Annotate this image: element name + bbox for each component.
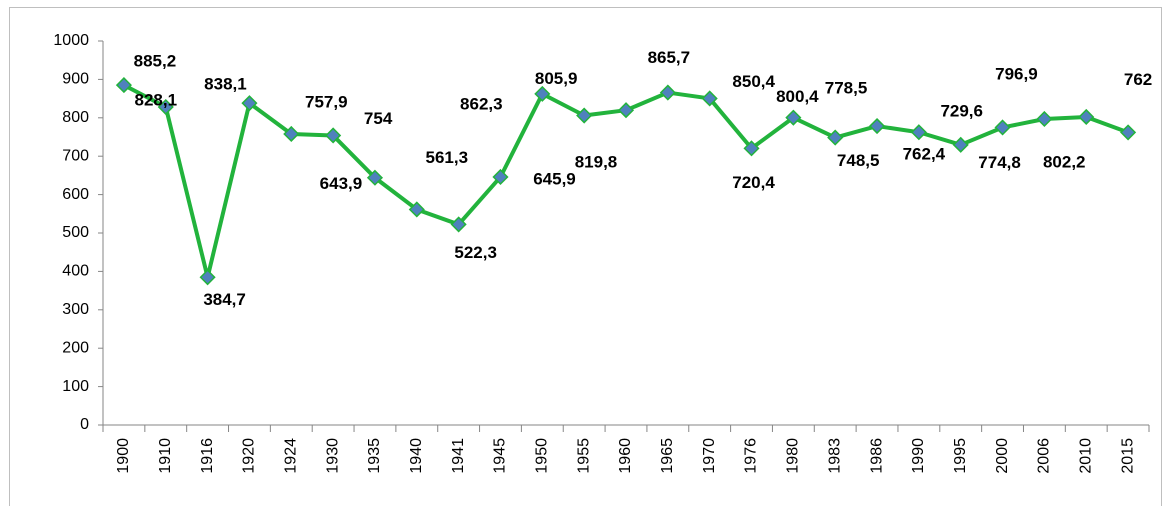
- marker: [994, 119, 1011, 136]
- data-label: 754: [364, 109, 393, 128]
- marker: [450, 216, 467, 233]
- y-tick-label: 600: [62, 186, 89, 203]
- y-tick-label: 0: [80, 416, 89, 433]
- x-tick-label: 1940: [408, 438, 425, 474]
- data-label: 720,4: [732, 173, 775, 192]
- x-tick-label: 1930: [324, 438, 341, 474]
- marker: [283, 125, 300, 143]
- marker: [952, 136, 969, 153]
- x-tick-label: 1960: [617, 438, 634, 474]
- data-label: 819,8: [575, 153, 618, 172]
- marker: [115, 77, 132, 94]
- marker: [910, 124, 927, 141]
- x-tick-label: 1945: [492, 438, 509, 474]
- y-tick-label: 400: [62, 263, 89, 280]
- chart-frame: [9, 7, 1162, 506]
- data-label: 561,3: [426, 148, 469, 167]
- marker: [659, 84, 676, 101]
- data-label: 762,4: [903, 145, 946, 164]
- x-tick-label: 1965: [659, 438, 676, 474]
- data-label: 762: [1124, 70, 1152, 89]
- y-tick-label: 200: [62, 339, 89, 356]
- marker: [576, 107, 593, 124]
- marker: [868, 117, 886, 135]
- x-tick-label: 1941: [450, 438, 467, 474]
- data-label: 800,4: [776, 87, 819, 106]
- x-tick-label: 1986: [868, 438, 885, 474]
- data-label: 862,3: [460, 94, 503, 113]
- x-tick-label: 1995: [952, 438, 969, 474]
- marker: [701, 90, 718, 107]
- marker: [1120, 124, 1137, 141]
- x-tick-label: 1900: [115, 438, 132, 474]
- marker: [534, 85, 551, 102]
- marker: [617, 102, 635, 119]
- data-label: 522,3: [454, 243, 497, 262]
- marker: [1036, 110, 1053, 128]
- x-tick-label: 1970: [701, 438, 718, 474]
- y-tick-label: 800: [62, 109, 89, 126]
- marker: [785, 109, 802, 126]
- data-label: 805,9: [535, 69, 578, 88]
- y-tick-label: 500: [62, 224, 89, 241]
- y-tick-label: 700: [62, 147, 89, 164]
- y-tick-label: 300: [62, 301, 89, 318]
- marker: [241, 95, 258, 112]
- x-tick-label: 1983: [826, 438, 843, 474]
- data-label: 729,6: [940, 101, 983, 120]
- data-label: 802,2: [1043, 152, 1086, 171]
- marker: [743, 140, 760, 157]
- x-tick-label: 1950: [534, 438, 551, 474]
- x-tick-label: 2000: [994, 438, 1011, 474]
- y-tick-label: 1000: [53, 32, 89, 49]
- y-tick-label: 900: [62, 71, 89, 88]
- x-tick-label: 1920: [241, 438, 258, 474]
- data-label: 865,7: [648, 48, 691, 67]
- x-tick-label: 1976: [743, 438, 760, 474]
- data-label: 643,9: [320, 174, 363, 193]
- data-label: 778,5: [825, 79, 868, 98]
- marker: [1078, 108, 1095, 126]
- marker: [325, 127, 342, 144]
- x-tick-label: 1910: [157, 438, 174, 474]
- marker: [408, 201, 425, 218]
- data-label: 757,9: [305, 92, 348, 111]
- data-label: 838,1: [204, 75, 247, 94]
- x-tick-label: 1924: [282, 438, 299, 474]
- marker: [199, 269, 216, 286]
- marker: [157, 98, 174, 116]
- x-tick-label: 1980: [785, 438, 802, 474]
- x-tick-label: 2006: [1036, 438, 1053, 474]
- x-tick-label: 1955: [575, 438, 592, 474]
- x-tick-label: 1916: [199, 438, 216, 474]
- x-tick-label: 1990: [910, 438, 927, 474]
- x-tick-label: 1935: [366, 438, 383, 474]
- data-label: 748,5: [837, 151, 880, 170]
- data-label: 384,7: [203, 290, 246, 309]
- x-tick-label: 2010: [1077, 438, 1094, 474]
- data-label: 645,9: [533, 169, 576, 188]
- data-label: 885,2: [134, 52, 177, 71]
- x-tick-label: 2015: [1119, 438, 1136, 474]
- marker: [827, 129, 844, 146]
- data-label: 774,8: [978, 153, 1021, 172]
- marker: [492, 168, 509, 186]
- marker: [366, 169, 384, 186]
- data-label: 850,4: [732, 72, 775, 91]
- data-label: 828,1: [134, 90, 177, 109]
- data-label: 796,9: [995, 64, 1038, 83]
- y-tick-label: 100: [62, 378, 89, 395]
